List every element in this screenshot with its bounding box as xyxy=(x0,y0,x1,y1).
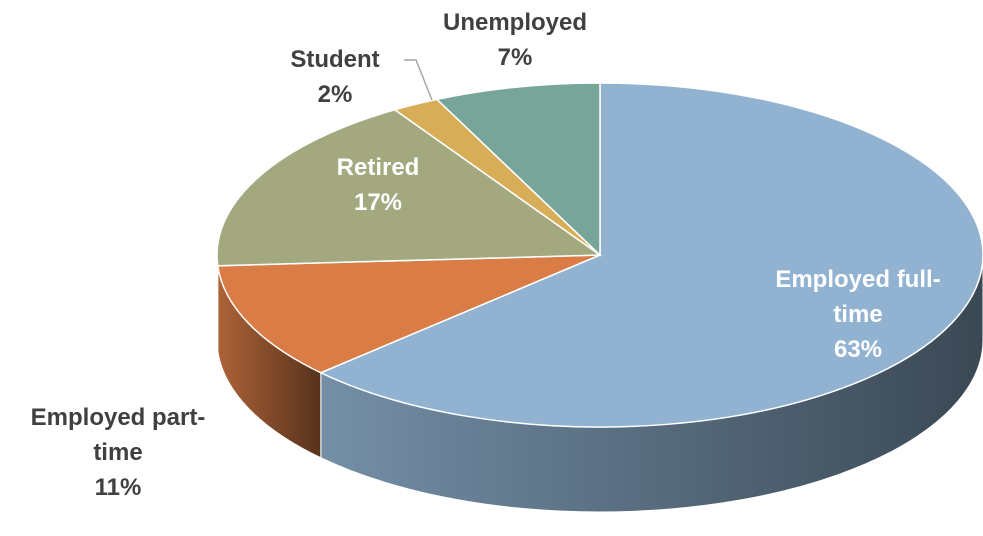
category-label: Retired xyxy=(336,154,420,181)
data-label: Employed part-time 11% xyxy=(23,400,213,505)
data-label: Student 2% xyxy=(240,42,430,112)
value-label: 17% xyxy=(353,189,403,216)
data-label: Employed full-time 63% xyxy=(763,262,953,367)
pie-slice xyxy=(435,82,601,257)
category-label: Student xyxy=(290,46,380,73)
value-label: 11% xyxy=(94,474,142,501)
leader-line xyxy=(404,59,433,101)
data-label: Retired 17% xyxy=(283,150,473,220)
pie-tops xyxy=(216,82,983,428)
data-label: Unemployed 7% xyxy=(420,5,610,75)
value-label: 2% xyxy=(317,81,353,108)
category-label: Employed full-time xyxy=(775,266,941,328)
category-label: Unemployed xyxy=(442,9,588,36)
pie-slice xyxy=(216,108,603,267)
value-label: 63% xyxy=(833,336,883,363)
value-label: 7% xyxy=(497,44,533,71)
pie-slice xyxy=(216,254,601,374)
pie-slice xyxy=(318,82,983,428)
category-label: Employed part-time xyxy=(30,404,206,466)
